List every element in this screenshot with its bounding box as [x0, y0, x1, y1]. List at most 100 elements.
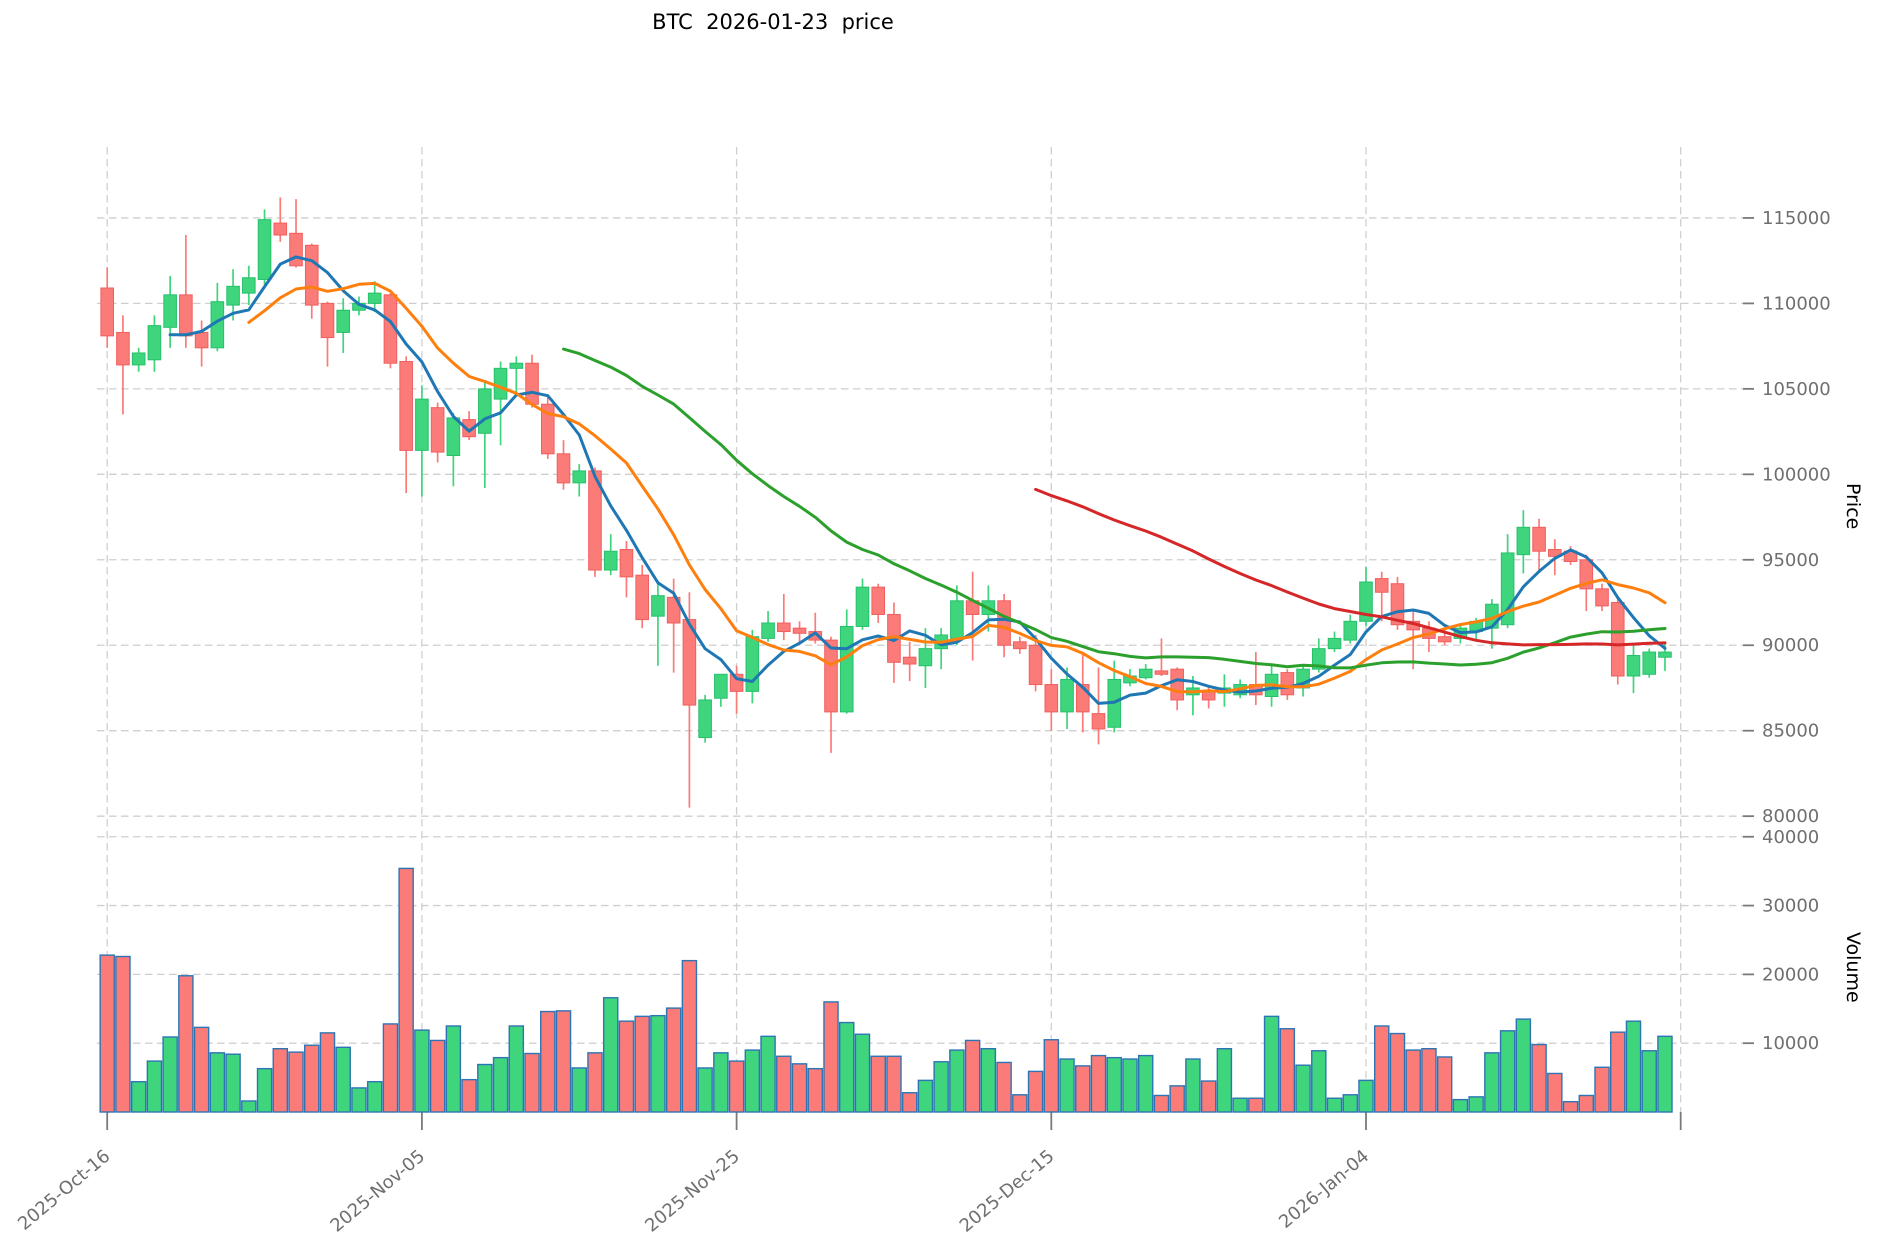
candle-body: [1532, 526, 1546, 552]
volume-bar: [1436, 1056, 1453, 1113]
volume-bar: [744, 1049, 761, 1113]
volume-bar: [1594, 1066, 1610, 1113]
candle-body: [839, 625, 854, 713]
volume-bar: [1484, 1052, 1500, 1113]
candle-body: [588, 470, 602, 571]
volume-bar: [555, 1010, 572, 1113]
volume-bar: [713, 1052, 729, 1113]
volume-bar: [1232, 1097, 1248, 1113]
volume-bar: [1075, 1065, 1091, 1113]
price-tick-label: 95000: [1762, 550, 1819, 571]
volume-bar: [366, 1081, 383, 1113]
volume-bar: [760, 1035, 776, 1113]
candle-body: [163, 294, 177, 328]
volume-bar: [571, 1067, 588, 1113]
candle-body: [525, 362, 539, 405]
volume-bar: [980, 1047, 997, 1113]
volume-bar: [162, 1036, 178, 1113]
volume-bar: [540, 1010, 556, 1113]
ma-line-10: [247, 281, 1667, 694]
candle-body: [1280, 672, 1295, 696]
candle-body: [1028, 644, 1043, 686]
volume-bar: [178, 975, 194, 1113]
candle-body: [1374, 578, 1389, 593]
candle-body: [226, 285, 240, 306]
volume-bar: [681, 959, 698, 1113]
candle-body: [430, 407, 445, 453]
volume-bar: [1185, 1058, 1201, 1113]
volume-bar: [933, 1061, 949, 1113]
volume-bar: [1027, 1070, 1044, 1113]
volume-bar: [697, 1067, 713, 1113]
volume-bar: [1122, 1058, 1138, 1113]
volume-bar: [1200, 1080, 1217, 1113]
volume-bar: [996, 1061, 1012, 1113]
candle-body: [871, 586, 886, 615]
volume-bar: [99, 954, 115, 1113]
candle-body: [462, 419, 476, 438]
candle-body: [666, 596, 681, 624]
candle-body: [446, 417, 461, 457]
volume-bar: [1248, 1097, 1264, 1113]
ma-line-5: [168, 255, 1667, 705]
volume-bar: [1311, 1050, 1327, 1113]
volume-bar: [1169, 1085, 1185, 1113]
candle-body: [824, 639, 838, 713]
volume-tick-label: 10000: [1762, 1033, 1819, 1054]
volume-bar: [477, 1063, 493, 1113]
candle-body: [1343, 620, 1358, 641]
candle-body: [116, 331, 130, 366]
candle-body: [478, 388, 492, 434]
volume-bar: [1499, 1030, 1516, 1113]
volume-bar: [115, 955, 131, 1113]
volume-bar: [1531, 1043, 1547, 1113]
candle-body: [619, 549, 634, 578]
candle-body: [745, 636, 760, 692]
volume-bar: [1641, 1050, 1657, 1113]
candle-body: [761, 622, 775, 639]
candle-body: [1013, 641, 1027, 650]
volume-bar: [728, 1060, 745, 1113]
candle-body: [179, 294, 193, 337]
volume-bar: [1578, 1094, 1595, 1113]
candle-body: [1044, 684, 1059, 713]
volume-bar: [650, 1014, 666, 1113]
volume-bar: [1515, 1018, 1532, 1113]
volume-bar: [1405, 1049, 1421, 1113]
price-tick-label: 110000: [1762, 293, 1831, 314]
volume-bar: [870, 1055, 886, 1113]
candle-body: [572, 470, 587, 484]
volume-bar: [429, 1039, 446, 1113]
volume-bar: [1625, 1020, 1642, 1113]
volume-bar: [146, 1060, 163, 1113]
candle-body: [257, 219, 272, 280]
candle-body: [289, 232, 303, 267]
candle-body: [777, 622, 791, 633]
candle-body: [509, 362, 524, 369]
x-tick-label: 2025-Oct-16: [14, 1146, 114, 1235]
volume-bar: [1090, 1054, 1107, 1113]
volume-bar: [807, 1067, 824, 1113]
candle-body: [1642, 651, 1657, 675]
candle-body: [1359, 581, 1373, 622]
candle-body: [792, 627, 807, 634]
volume-bar: [1389, 1032, 1406, 1113]
ma-line-30: [562, 347, 1667, 670]
candle-body: [1390, 583, 1405, 626]
candle-body: [1626, 654, 1641, 677]
volume-tick-label: 20000: [1762, 964, 1819, 985]
volume-bar: [1279, 1028, 1296, 1113]
candle-body: [131, 352, 146, 366]
candle-body: [1138, 668, 1153, 679]
volume-bar: [1153, 1094, 1170, 1113]
volume-bar: [1468, 1096, 1484, 1113]
volume-bar: [382, 1023, 399, 1113]
price-tick-label: 90000: [1762, 635, 1819, 656]
volume-bar: [225, 1053, 241, 1113]
volume-bar: [461, 1078, 477, 1113]
candle-body: [997, 600, 1011, 646]
volume-bar: [1216, 1047, 1233, 1113]
candle-body: [304, 244, 319, 306]
volume-bar: [886, 1055, 902, 1113]
